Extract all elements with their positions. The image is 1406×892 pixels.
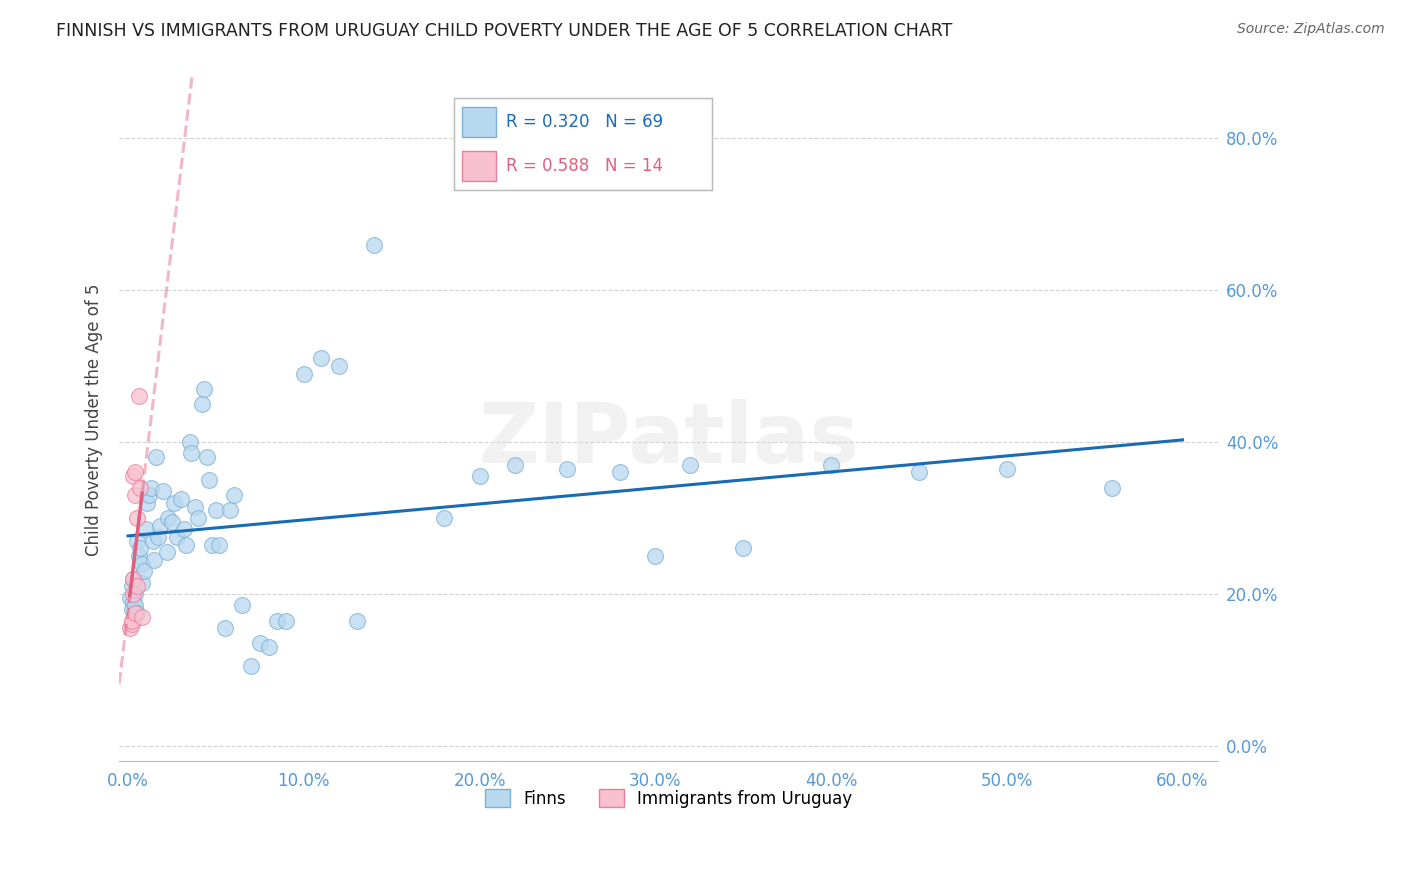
Point xyxy=(468,469,491,483)
Point xyxy=(157,511,180,525)
Point xyxy=(118,591,141,605)
Point xyxy=(121,614,143,628)
Point xyxy=(125,511,148,525)
Point xyxy=(995,461,1018,475)
Point xyxy=(328,359,350,373)
Point xyxy=(609,466,631,480)
Point xyxy=(121,617,143,632)
Point xyxy=(195,450,218,465)
Point xyxy=(125,533,148,548)
Point xyxy=(139,481,162,495)
Point xyxy=(679,458,702,472)
Point xyxy=(129,481,152,495)
Point xyxy=(733,541,755,556)
Point xyxy=(131,609,153,624)
Point xyxy=(166,530,188,544)
Legend: Finns, Immigrants from Uruguay: Finns, Immigrants from Uruguay xyxy=(478,783,859,814)
Point xyxy=(124,587,146,601)
Point xyxy=(257,640,280,654)
Point xyxy=(152,484,174,499)
Point xyxy=(122,594,145,608)
Point xyxy=(122,572,145,586)
Point xyxy=(124,466,146,480)
Point xyxy=(820,458,842,472)
Point xyxy=(363,237,385,252)
Point xyxy=(124,606,146,620)
Point xyxy=(311,351,333,366)
Point xyxy=(219,503,242,517)
Point xyxy=(135,522,157,536)
Y-axis label: Child Poverty Under the Age of 5: Child Poverty Under the Age of 5 xyxy=(86,283,103,556)
Point xyxy=(128,549,150,563)
Point xyxy=(163,496,186,510)
Point xyxy=(249,636,271,650)
Point xyxy=(205,503,228,517)
Point xyxy=(124,599,146,613)
Point xyxy=(170,491,193,506)
Point xyxy=(125,606,148,620)
Point xyxy=(193,382,215,396)
Point xyxy=(240,659,263,673)
Point xyxy=(128,389,150,403)
Point xyxy=(266,614,288,628)
Point xyxy=(201,538,224,552)
Point xyxy=(146,530,169,544)
Point xyxy=(214,621,236,635)
Point xyxy=(129,541,152,556)
Point xyxy=(198,473,221,487)
Point xyxy=(173,522,195,536)
Point xyxy=(180,446,202,460)
Point xyxy=(131,575,153,590)
Point xyxy=(184,500,207,514)
Point xyxy=(644,549,666,563)
Point xyxy=(231,599,253,613)
Point xyxy=(1101,481,1123,495)
Text: ZIPatlas: ZIPatlas xyxy=(478,400,859,480)
Point xyxy=(174,538,197,552)
Point xyxy=(121,579,143,593)
Point xyxy=(121,602,143,616)
Point xyxy=(118,621,141,635)
Point xyxy=(131,557,153,571)
Point xyxy=(208,538,231,552)
Text: FINNISH VS IMMIGRANTS FROM URUGUAY CHILD POVERTY UNDER THE AGE OF 5 CORRELATION : FINNISH VS IMMIGRANTS FROM URUGUAY CHILD… xyxy=(56,22,953,40)
Point xyxy=(179,435,201,450)
Text: Source: ZipAtlas.com: Source: ZipAtlas.com xyxy=(1237,22,1385,37)
Point xyxy=(132,564,155,578)
Point xyxy=(156,545,179,559)
Point xyxy=(122,572,145,586)
Point xyxy=(346,614,368,628)
Point xyxy=(222,488,245,502)
Point xyxy=(160,515,183,529)
Point xyxy=(276,614,298,628)
Point xyxy=(557,461,579,475)
Point xyxy=(145,450,167,465)
Point xyxy=(292,367,315,381)
Point xyxy=(503,458,526,472)
Point xyxy=(149,518,172,533)
Point xyxy=(124,488,146,502)
Point xyxy=(138,488,160,502)
Point xyxy=(125,579,148,593)
Point xyxy=(187,511,209,525)
Point xyxy=(908,466,931,480)
Point xyxy=(122,469,145,483)
Point xyxy=(143,553,166,567)
Point xyxy=(142,533,165,548)
Point xyxy=(136,496,159,510)
Point xyxy=(433,511,456,525)
Point xyxy=(191,397,214,411)
Point xyxy=(122,587,145,601)
